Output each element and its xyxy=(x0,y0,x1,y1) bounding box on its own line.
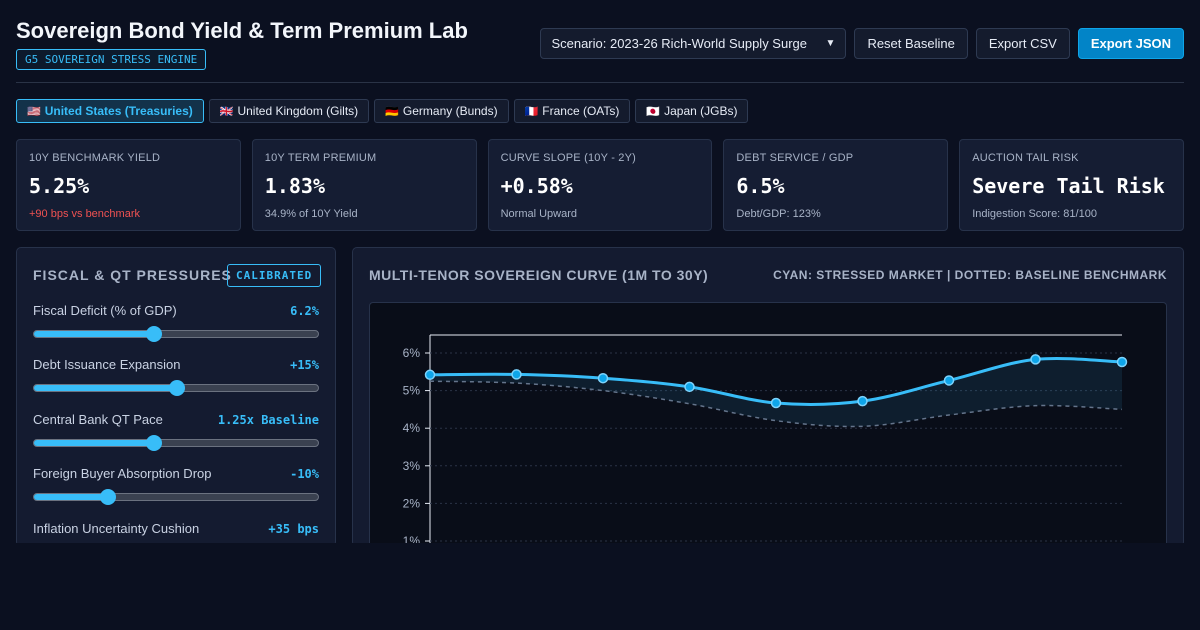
tab-label: France (OATs) xyxy=(542,104,620,118)
y-tick-label: 3% xyxy=(403,459,421,473)
slider-label: Foreign Buyer Absorption Drop xyxy=(33,466,212,481)
chevron-down-icon: ▼ xyxy=(825,38,836,49)
tab-label: Japan (JGBs) xyxy=(664,104,738,118)
slider-fill xyxy=(34,331,155,337)
y-tick-label: 6% xyxy=(403,346,421,360)
slider-value: +15% xyxy=(290,358,319,372)
slider-track[interactable] xyxy=(33,435,319,451)
kpi-subtext: +90 bps vs benchmark xyxy=(29,208,140,220)
header: Sovereign Bond Yield & Term Premium Lab … xyxy=(16,16,1184,83)
tab-france[interactable]: 🇫🇷 France (OATs) xyxy=(513,99,631,123)
stressed-point xyxy=(770,397,782,409)
scenario-select[interactable]: Scenario: 2023-26 Rich-World Supply Surg… xyxy=(540,28,847,59)
stressed-point xyxy=(1116,356,1128,368)
page-bottom xyxy=(0,543,1200,630)
kpi-card-curve-slope: CURVE SLOPE (10Y - 2Y) +0.58% Normal Upw… xyxy=(487,139,713,231)
reset-baseline-button[interactable]: Reset Baseline xyxy=(854,28,968,59)
slider-debt-issuance: Debt Issuance Expansion +15% xyxy=(33,357,319,396)
stressed-point xyxy=(1030,354,1041,365)
slider-fill xyxy=(34,494,109,500)
tab-germany[interactable]: 🇩🇪 Germany (Bunds) xyxy=(374,99,509,123)
kpi-subtext: Normal Upward xyxy=(500,208,578,220)
app-title: Sovereign Bond Yield & Term Premium Lab xyxy=(16,18,468,43)
slider-value: 6.2% xyxy=(290,304,319,318)
stressed-point xyxy=(511,369,522,380)
spread-area xyxy=(430,358,1122,427)
tab-united-kingdom[interactable]: 🇬🇧 United Kingdom (Gilts) xyxy=(208,99,370,123)
slider-foreign-absorption: Foreign Buyer Absorption Drop -10% xyxy=(33,466,319,505)
slider-thumb[interactable] xyxy=(146,326,163,342)
kpi-card-auction-tail-risk: AUCTION TAIL RISK Severe Tail Risk Indig… xyxy=(959,139,1184,231)
slider-value: 1.25x Baseline xyxy=(217,413,319,427)
slider-thumb[interactable] xyxy=(169,380,185,396)
y-tick-label: 2% xyxy=(403,496,421,510)
slider-track[interactable] xyxy=(33,380,319,396)
engine-badge: G5 SOVEREIGN STRESS ENGINE xyxy=(16,49,207,70)
kpi-value: 1.83% xyxy=(264,174,326,198)
kpi-strip: 10Y BENCHMARK YIELD 5.25% +90 bps vs ben… xyxy=(16,139,1184,231)
yield-curve-panel: MULTI-TENOR SOVEREIGN CURVE (1M TO 30Y) … xyxy=(352,247,1184,547)
slider-label: Fiscal Deficit (% of GDP) xyxy=(33,303,177,318)
kpi-label: AUCTION TAIL RISK xyxy=(972,152,1079,164)
japan-flag-icon: 🇯🇵 xyxy=(646,106,661,118)
kpi-label: 10Y BENCHMARK YIELD xyxy=(29,152,161,164)
series-baseline-line xyxy=(429,380,1123,428)
y-tick-label: 5% xyxy=(403,384,421,398)
slider-thumb[interactable] xyxy=(100,489,117,505)
slider-label: Debt Issuance Expansion xyxy=(33,357,181,372)
kpi-value: 5.25% xyxy=(29,174,90,198)
kpi-subtext: Indigestion Score: 81/100 xyxy=(972,208,1097,220)
us-flag-icon: 🇺🇸 xyxy=(27,106,41,118)
scenario-select-value: Scenario: 2023-26 Rich-World Supply Surg… xyxy=(551,36,808,51)
slider-inflation-cushion: Inflation Uncertainty Cushion +35 bps xyxy=(33,521,319,546)
kpi-subtext: Debt/GDP: 123% xyxy=(736,208,821,220)
tab-japan[interactable]: 🇯🇵 Japan (JGBs) xyxy=(635,99,749,123)
slider-label: Inflation Uncertainty Cushion xyxy=(33,521,200,536)
stressed-point xyxy=(597,372,609,384)
stressed-point xyxy=(684,381,695,393)
chart-legend: CYAN: STRESSED MARKET | DOTTED: BASELINE… xyxy=(773,268,1167,282)
slider-thumb[interactable] xyxy=(146,435,163,451)
kpi-value: +0.58% xyxy=(500,174,573,198)
slider-value: -10% xyxy=(290,467,319,481)
slider-value: +35 bps xyxy=(268,522,319,536)
kpi-label: DEBT SERVICE / GDP xyxy=(736,152,854,164)
kpi-value: Severe Tail Risk xyxy=(972,174,1165,198)
tab-united-states[interactable]: 🇺🇸 United States (Treasuries) xyxy=(16,99,204,123)
uk-flag-icon: 🇬🇧 xyxy=(219,106,234,118)
slider-label: Central Bank QT Pace xyxy=(33,412,163,427)
country-tabs: 🇺🇸 United States (Treasuries) 🇬🇧 United Ki… xyxy=(16,99,749,123)
kpi-label: CURVE SLOPE (10Y - 2Y) xyxy=(500,152,637,164)
stressed-point xyxy=(943,375,955,386)
chart-area: 1% 2% 3% 4% 5% 6% xyxy=(369,302,1167,546)
slider-fill xyxy=(34,440,155,446)
export-csv-button[interactable]: Export CSV xyxy=(975,28,1070,59)
panel-title: FISCAL & QT PRESSURES xyxy=(33,267,232,283)
yield-curve-chart: 1%2%3%4%5%6% xyxy=(403,334,1128,546)
slider-fill xyxy=(34,385,177,391)
kpi-card-debt-service: DEBT SERVICE / GDP 6.5% Debt/GDP: 123% xyxy=(723,139,949,231)
calibrated-badge: CALIBRATED xyxy=(227,264,322,287)
kpi-card-term-premium: 10Y TERM PREMIUM 1.83% 34.9% of 10Y Yiel… xyxy=(251,139,477,231)
germany-flag-icon: 🇩🇪 xyxy=(385,106,399,118)
kpi-label: 10Y TERM PREMIUM xyxy=(264,152,377,164)
tab-label: Germany (Bunds) xyxy=(402,104,498,118)
y-tick-label: 4% xyxy=(403,421,421,435)
header-controls: Scenario: 2023-26 Rich-World Supply Surg… xyxy=(540,28,1184,59)
export-json-button[interactable]: Export JSON xyxy=(1077,28,1184,59)
slider-track[interactable] xyxy=(33,326,319,342)
tab-label: United Kingdom (Gilts) xyxy=(237,104,359,118)
slider-track[interactable] xyxy=(33,489,319,505)
slider-fiscal-deficit: Fiscal Deficit (% of GDP) 6.2% xyxy=(33,303,319,342)
stressed-point xyxy=(857,395,868,407)
kpi-subtext: 34.9% of 10Y Yield xyxy=(264,208,358,220)
slider-qt-pace: Central Bank QT Pace 1.25x Baseline xyxy=(33,412,319,451)
tab-label: United States (Treasuries) xyxy=(44,104,193,118)
france-flag-icon: 🇫🇷 xyxy=(524,106,539,118)
fiscal-pressures-panel: FISCAL & QT PRESSURES CALIBRATED Fiscal … xyxy=(16,247,336,547)
kpi-card-benchmark-yield: 10Y BENCHMARK YIELD 5.25% +90 bps vs ben… xyxy=(16,139,241,231)
chart-title: MULTI-TENOR SOVEREIGN CURVE (1M TO 30Y) xyxy=(369,267,709,283)
kpi-value: 6.5% xyxy=(736,174,785,198)
stressed-point xyxy=(424,369,436,381)
